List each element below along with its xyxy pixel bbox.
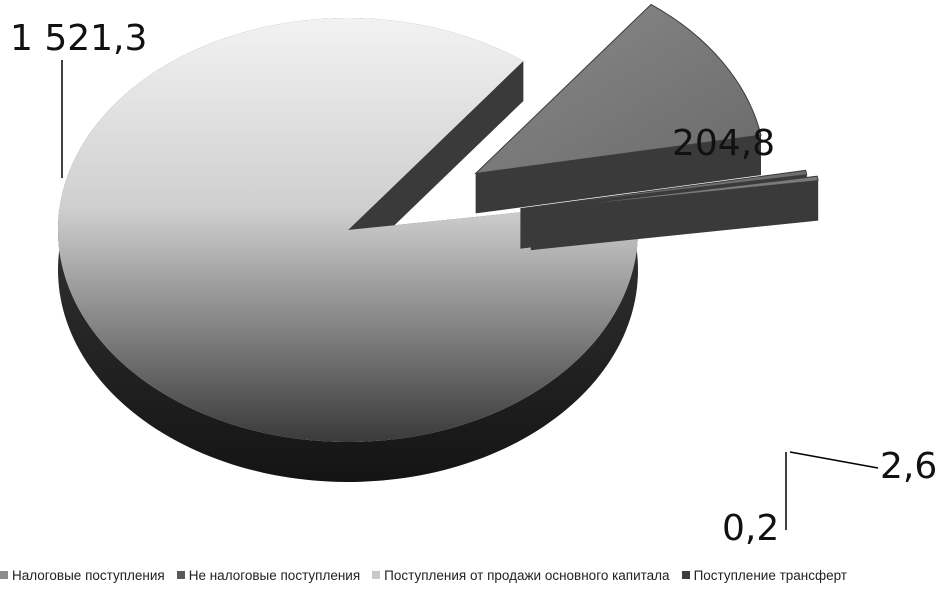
- slice-tax-revenue-wall-1: [348, 61, 524, 270]
- slice-capital-sales-wall-1: [530, 180, 819, 251]
- slice-non-tax-revenue-wall-1: [475, 135, 762, 214]
- slice-non-tax-revenue-top: [474, 3, 762, 175]
- legend-swatch: [0, 571, 8, 579]
- slice-transfers-top: [520, 169, 808, 210]
- legend: Налоговые поступления Не налоговые поступ…: [0, 567, 942, 589]
- slice-capital-sales-top: [530, 175, 819, 211]
- slice-tax-revenue-data-label: 1 521,3: [10, 18, 147, 59]
- slice-capital-sales-data-label: 0,2: [722, 508, 779, 549]
- legend-label: Не налоговые поступления: [188, 567, 361, 583]
- slice-transfers-leader-line: [789, 451, 879, 469]
- slice-non-tax-revenue: [474, 3, 762, 214]
- legend-item-non-tax: Не налоговые поступления: [176, 567, 361, 583]
- legend-label: Налоговые поступления: [12, 567, 165, 583]
- slice-non-tax-revenue-data-label: 204,8: [672, 123, 775, 164]
- slice-tax-revenue: [57, 17, 638, 482]
- legend-item-transfers: Поступление трансферт: [681, 567, 847, 583]
- slice-tax-revenue-top: [57, 17, 638, 443]
- slice-capital-sales: [530, 175, 819, 251]
- legend-swatch: [681, 571, 690, 579]
- slice-transfers-data-label: 2,6: [880, 446, 937, 487]
- legend-item-tax: Налоговые поступления: [0, 568, 165, 583]
- legend-label: Поступление трансферт: [693, 567, 847, 583]
- legend-swatch: [176, 571, 185, 579]
- legend-item-capital-sales: Поступления от продажи основного капитал…: [372, 567, 670, 583]
- legend-swatch: [372, 571, 381, 579]
- legend-label: Поступления от продажи основного капитал…: [384, 567, 670, 583]
